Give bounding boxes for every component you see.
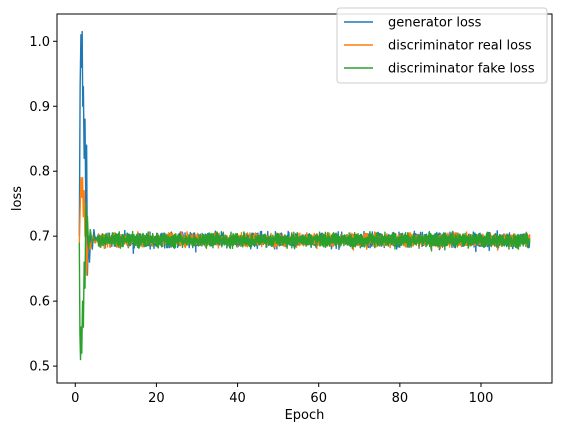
series-line-3: [78, 203, 531, 361]
series-layer: [78, 30, 531, 361]
y-tick-label: 1.0: [29, 35, 50, 50]
legend-label-1: generator loss: [388, 16, 482, 31]
x-tick-label: 40: [229, 391, 246, 406]
y-tick-label: 0.7: [29, 230, 50, 245]
legend-frame: [336, 7, 548, 84]
x-tick-label: 20: [148, 391, 165, 406]
legend-label-2: discriminator real loss: [388, 39, 532, 54]
plot-frame: [56, 13, 553, 384]
x-tick-label: 80: [392, 391, 409, 406]
x-tick-label: 0: [71, 391, 79, 406]
series-line-2: [78, 177, 531, 276]
x-axis-label: Epoch: [285, 408, 325, 423]
x-tick-label: 60: [310, 391, 327, 406]
legend-label-3: discriminator fake loss: [388, 62, 535, 77]
x-tick-label: 100: [469, 391, 494, 406]
legend: generator loss discriminator real loss dis…: [336, 7, 548, 84]
y-tick-label: 0.8: [29, 165, 50, 180]
y-axis-label: loss: [10, 186, 25, 211]
y-tick-label: 0.9: [29, 100, 50, 115]
y-tick-label: 0.6: [29, 295, 50, 310]
y-tick-label: 0.5: [29, 360, 50, 375]
ticks-layer: 0 20 40 60 80 100 0.5 0.6 0.7 0.8 0.9 1.0: [29, 35, 493, 406]
